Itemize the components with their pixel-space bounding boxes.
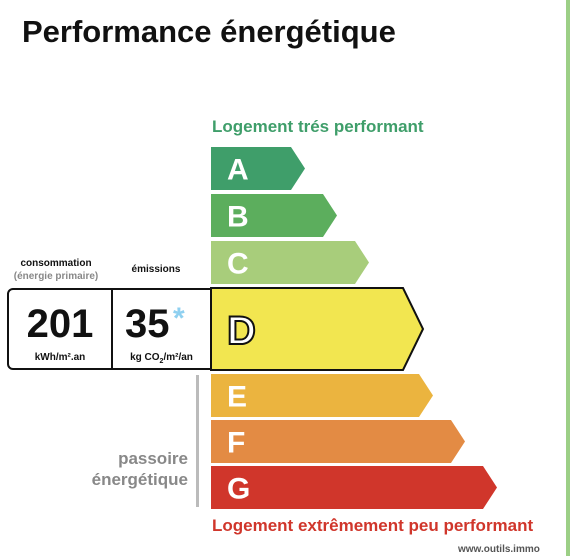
page-title: Performance énergétique <box>22 14 396 49</box>
energy-class-bar-g <box>211 466 497 509</box>
emissions-unit-suffix: /m²/an <box>163 352 193 363</box>
right-border <box>566 0 570 556</box>
consumption-unit: kWh/m².an <box>34 352 86 363</box>
asterisk-icon: * <box>173 302 185 335</box>
footer-url: www.outils.immo <box>458 544 540 555</box>
energy-class-letter-a: A <box>227 154 249 187</box>
consumption-subtitle: (énergie primaire) <box>13 271 99 282</box>
energy-class-bar-e <box>211 374 433 417</box>
emissions-unit-prefix: kg CO <box>130 352 160 363</box>
passoire-bracket <box>196 375 199 507</box>
energy-class-letter-g: G <box>227 473 250 506</box>
emissions-box: 35 * kg CO2/m²/an <box>111 288 212 370</box>
emissions-value: 35 <box>125 302 170 346</box>
energy-class-letter-c: C <box>227 248 249 281</box>
passoire-line-1: passoire <box>118 449 188 468</box>
emissions-header: émissions <box>131 264 181 275</box>
bottom-scale-label: Logement extrêmement peu performant <box>212 516 534 535</box>
energy-class-bar-b <box>211 194 337 237</box>
energy-class-bar-f <box>211 420 465 463</box>
energy-class-letter-d: D <box>227 309 256 353</box>
consumption-value: 201 <box>26 302 94 346</box>
passoire-label: passoire énergétique <box>64 448 188 490</box>
top-scale-label: Logement trés performant <box>212 117 424 136</box>
energy-class-letter-b: B <box>227 201 249 234</box>
emissions-unit: kg CO2/m²/an <box>113 352 210 365</box>
energy-class-bar-c <box>211 241 369 284</box>
consumption-header: consommation (énergie primaire) <box>6 257 106 283</box>
energy-class-letter-f: F <box>227 427 245 460</box>
energy-class-letter-e: E <box>227 381 247 414</box>
consumption-title: consommation <box>20 258 92 269</box>
consumption-box: 201 kWh/m².an <box>7 288 113 370</box>
emissions-unit-subscript: 2 <box>159 358 164 365</box>
passoire-line-2: énergétique <box>91 470 188 489</box>
energy-class-bar-a <box>211 147 305 190</box>
